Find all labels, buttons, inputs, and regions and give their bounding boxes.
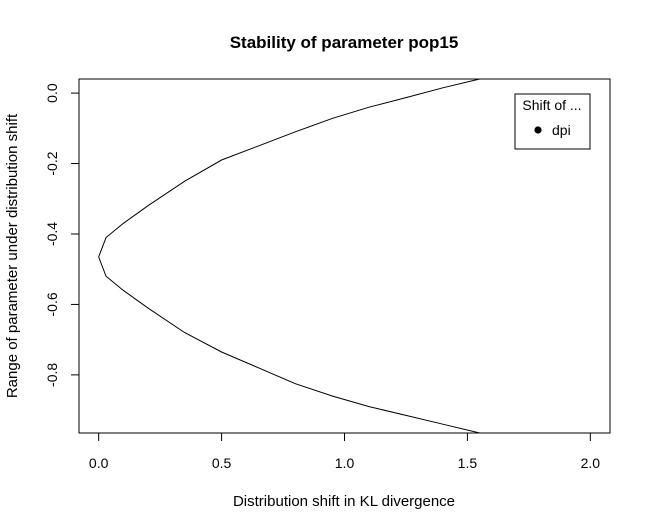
legend-box xyxy=(514,93,591,150)
x-axis-label: Distribution shift in KL divergence xyxy=(233,493,455,510)
x-tick-label: 0.0 xyxy=(89,455,109,471)
series-layer xyxy=(98,78,610,434)
legend: Shift of ... dpi xyxy=(514,93,591,150)
y-axis-label: Range of parameter under distribution sh… xyxy=(4,113,21,398)
x-tick-label: 2.0 xyxy=(581,455,601,471)
legend-marker-dpi xyxy=(534,126,542,134)
x-tick-label: 0.5 xyxy=(212,455,232,471)
series-line-dpi xyxy=(98,78,610,434)
legend-title: Shift of ... xyxy=(522,97,581,113)
y-axis: -0.8 -0.6 -0.4 -0.2 0.0 xyxy=(44,83,80,387)
y-tick-label: -0.2 xyxy=(44,151,60,175)
chart-title: Stability of parameter pop15 xyxy=(230,33,459,52)
x-tick-label: 1.5 xyxy=(458,455,478,471)
y-tick-label: -0.8 xyxy=(44,363,60,387)
y-tick-label: 0.0 xyxy=(44,83,60,103)
x-axis: 0.0 0.5 1.0 1.5 2.0 xyxy=(89,432,601,471)
y-tick-label: -0.4 xyxy=(44,222,60,246)
legend-label-dpi: dpi xyxy=(552,122,571,138)
x-tick-label: 1.0 xyxy=(335,455,355,471)
y-tick-label: -0.6 xyxy=(44,292,60,316)
